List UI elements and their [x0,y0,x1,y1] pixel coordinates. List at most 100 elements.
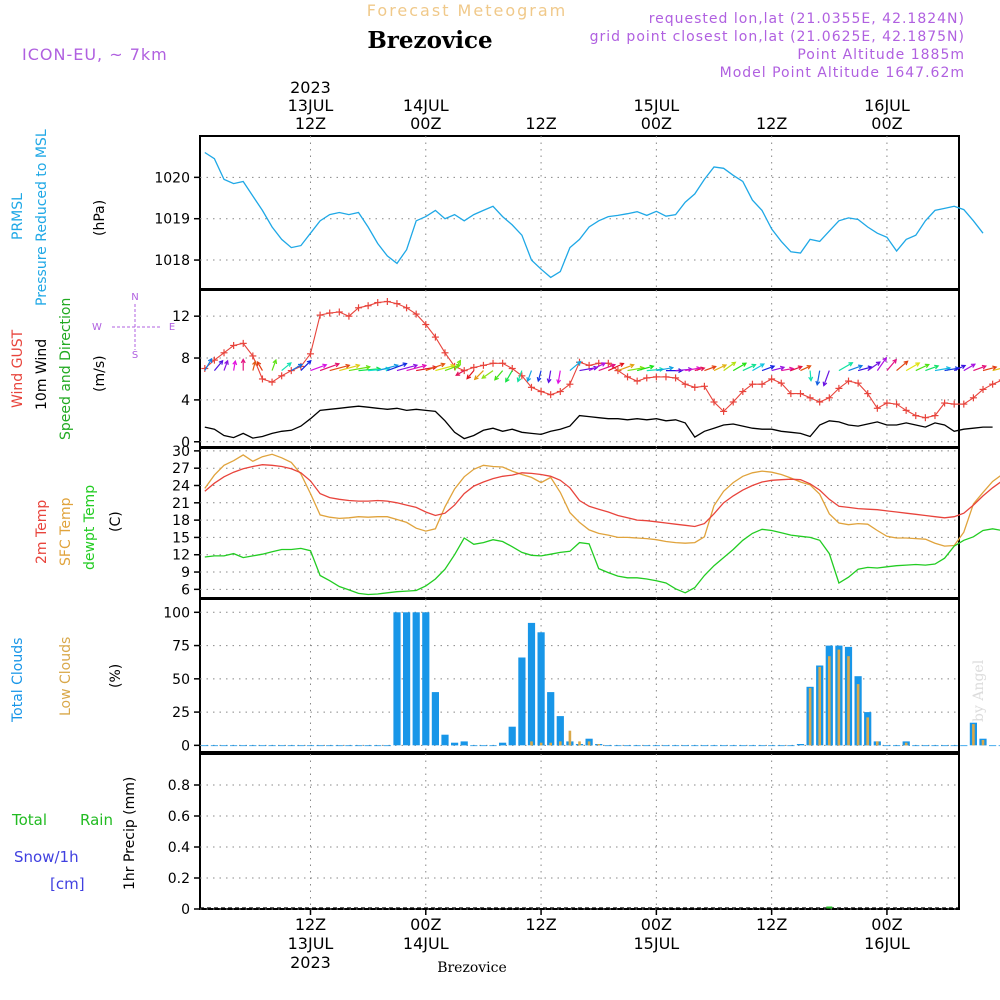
wind-arrow-head [700,366,706,372]
total-cloud-bar [306,745,315,747]
total-cloud-bar [739,745,747,747]
wind-unit: (m/s) [92,355,108,392]
gridpoint-coords: grid point closest lon,lat (21.0625E, 42… [590,29,965,45]
wind-arrow-head [815,380,821,387]
wind-direction-arrow [694,367,705,372]
total-cloud-bar [950,745,958,747]
wind-arrow-head [961,364,967,370]
low-cloud-bar [597,744,600,746]
pressure-panel: 1018 1019 1020 PRMSL Pressure Reduced to M… [10,129,984,306]
wind-arrow-head [601,362,607,367]
wind-direction-arrow [252,361,256,371]
wind-direction-arrow [256,361,263,371]
clouds-panel: 0 25 50 75 100 Total Clouds Low Clouds (%) [10,598,1000,754]
wind-arrow-head [365,365,372,370]
total-cloud-bar [441,734,449,746]
wind-arrow-head [668,365,675,371]
wind-direction-arrow [905,362,920,372]
wind-direction-arrow [992,368,1000,372]
wind-arrow-head [576,360,582,366]
total-cloud-bar [460,741,468,746]
bottom-time-label: 00Z [641,915,672,934]
total-cloud-bar [921,745,929,747]
wind-direction-arrow [310,364,327,372]
low-cloud-bar [828,656,831,746]
wind-arrow-head [421,363,428,369]
wind-direction-arrow [627,367,644,372]
wind-arrow-head [297,363,304,369]
wind-direction-arrow [761,365,775,372]
y-tick-label: 4 [181,393,190,409]
wind-direction-arrow [290,363,303,372]
wind-arrow-head [751,363,757,369]
total-cloud-bar [633,745,641,747]
compass-east: E [169,322,175,333]
wind-direction-arrow [455,370,465,376]
clouds-label-low: Low Clouds [58,637,74,716]
wind-direction-arrow [723,361,736,372]
wind-arrow-head [494,375,499,381]
wind-direction-arrow [466,370,475,379]
chart-title: Forecast Meteogram [367,1,567,20]
precip-label-rain: Rain [80,811,113,829]
wind-direction-arrow [517,370,523,382]
total-cloud-bar [989,745,997,747]
wind-direction-arrow [435,364,455,372]
wind-direction-arrow [732,362,747,372]
low-cloud-bar [904,742,908,746]
total-cloud-bar [239,745,247,747]
wind-arrow-head [882,356,888,362]
total-cloud-bar [326,745,334,747]
total-cloud-bar [729,745,737,747]
total-cloud-bar [672,745,680,747]
wind-direction-arrow [494,370,504,381]
wind-series [201,298,1000,440]
clouds-unit: (%) [108,664,124,688]
temp-unit: (C) [108,511,124,532]
total-cloud-bar [604,745,612,747]
wind-direction-arrow [329,364,350,372]
wind-arrow-head [629,363,635,369]
top-time-label: 12Z [525,114,556,133]
total-cloud-bar [652,745,660,747]
y-tick-label: 100 [163,605,190,621]
total-cloud-bar [931,745,939,747]
wind-direction-arrow [886,359,897,371]
sfc-temp-line [204,453,1000,547]
wind-arrow-head [546,378,552,384]
wind-direction-arrow [713,364,727,372]
wind-arrow-head [466,374,472,380]
total-cloud-bar [758,745,766,747]
wind-arrow-head [934,364,940,370]
low-cloud-bar [972,724,975,746]
pressure-label-desc: Pressure Reduced to MSL [34,129,50,306]
pressure-y-ticks: 1018 1019 1020 [154,170,200,269]
t2m-line [204,464,1000,528]
wind-arrow-head [711,365,717,370]
wind-direction-arrow [557,370,561,384]
y-tick-label: 0.2 [168,871,190,887]
low-cloud-bar [981,740,985,746]
wind-direction-arrow [300,360,312,372]
wind-direction-arrow [800,365,811,372]
temp-label-dewpt: dewpt Temp [82,485,98,570]
total-cloud-bar [614,745,622,747]
total-cloud-bar [941,745,949,747]
bottom-time-label: 14JUL [403,934,449,953]
precip-unit: 1hr Precip (mm) [122,777,138,890]
clouds-series [201,612,1000,747]
total-cloud-bar [662,745,670,747]
precip-label-snow: Snow/1h [14,848,79,866]
wind-direction-arrow [569,361,581,372]
wind-direction-arrow [809,370,812,381]
top-time-label: 15JUL [634,96,680,115]
total-cloud-bar [335,745,343,747]
watermark: by Angel [971,659,987,722]
total-cloud-bar [787,745,795,747]
total-cloud-bar [489,745,497,747]
wind-direction-arrow [953,364,966,372]
y-tick-label: 75 [172,639,190,655]
total-cloud-bar [470,745,478,747]
